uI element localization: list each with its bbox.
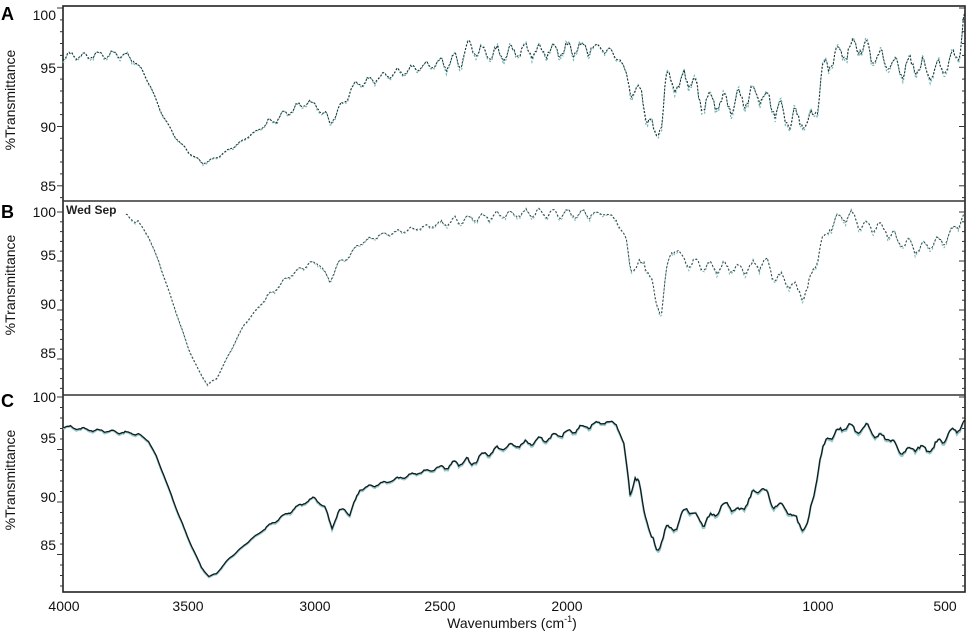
- x-tick-label: 1000: [802, 598, 833, 614]
- y-tick-label: 85: [40, 345, 56, 361]
- x-tick-label: 3000: [299, 598, 330, 614]
- y-tick-label: 90: [40, 119, 56, 135]
- x-axis-title-main: Wavenumbers (cm: [447, 615, 564, 631]
- y-tick-label: 100: [33, 204, 57, 220]
- spectrum-b-line: [125, 207, 966, 386]
- y-tick-label: 85: [40, 537, 56, 553]
- y-tick-label: 90: [40, 296, 56, 312]
- y-tick-label: 90: [40, 489, 56, 505]
- spectrum-b-noise: [125, 207, 964, 387]
- spectrum-a: [62, 10, 966, 167]
- y-ticks-b: 100 95 90 85: [33, 204, 57, 361]
- y-tick-label: 95: [40, 430, 56, 446]
- panel-letter-b: B: [1, 202, 14, 222]
- left-axis-minor-ticks: [57, 7, 63, 587]
- y-tick-label: 95: [40, 247, 56, 263]
- x-tick-label: 2000: [551, 598, 582, 614]
- y-axis-title-a: %Transmittance: [2, 49, 18, 150]
- instrument-stamp: Wed Sep: [66, 203, 116, 217]
- x-tick-label: 2500: [424, 598, 455, 614]
- right-axis-minor-ticks: [959, 7, 965, 587]
- y-axis-title-b: %Transmittance: [2, 234, 18, 335]
- plot-frame: [62, 5, 966, 593]
- x-axis-title-close: ): [572, 615, 577, 631]
- y-tick-label: 100: [33, 389, 57, 405]
- y-tick-label: 95: [40, 60, 56, 76]
- x-tick-label: 3500: [172, 598, 203, 614]
- x-tick-label: 4000: [48, 598, 79, 614]
- x-tick-label: 500: [933, 598, 957, 614]
- x-axis-title-sup: -1: [564, 614, 572, 624]
- panel-letter-c: C: [1, 391, 14, 411]
- spectrum-b: [125, 207, 966, 387]
- x-ticks: 4000 3500 3000 2500 2000 1000 500: [48, 598, 956, 614]
- y-tick-label: 85: [40, 178, 56, 194]
- x-axis-title: Wavenumbers (cm-1): [447, 614, 577, 631]
- y-ticks-c: 100 95 90 85: [33, 389, 57, 553]
- y-tick-label: 100: [33, 7, 57, 23]
- spectrum-a-line: [62, 10, 966, 165]
- spectrum-c-line: [63, 419, 966, 578]
- y-axis-title-c: %Transmittance: [2, 429, 18, 530]
- spectrum-c: [62, 419, 966, 579]
- spectrum-a-noise: [62, 16, 965, 167]
- y-ticks-a: 100 95 90 85: [33, 7, 57, 194]
- panel-letter-a: A: [1, 4, 14, 24]
